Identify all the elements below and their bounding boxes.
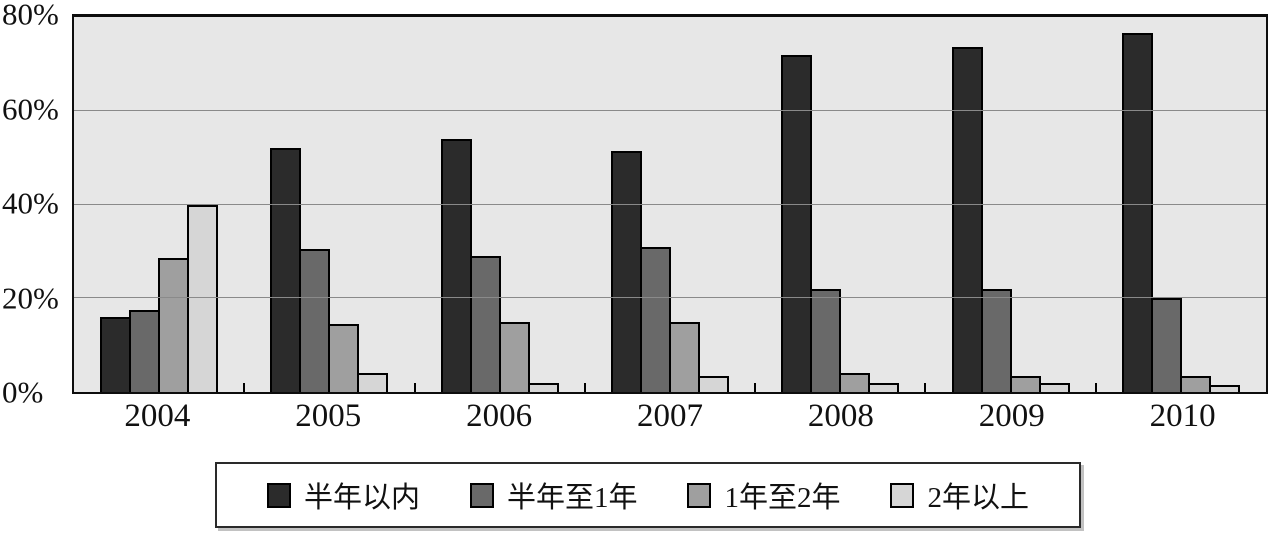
y-tick-label-0: 0%	[2, 374, 44, 410]
bar-半年以内-2010	[1121, 33, 1153, 392]
x-axis-tick	[583, 383, 586, 392]
bar-1年至2年-2009	[1009, 375, 1041, 392]
bar-groups	[74, 17, 1266, 392]
legend-label: 半年至1年	[506, 482, 638, 514]
bar-半年至1年-2005	[299, 249, 331, 392]
bar-group-2005	[244, 17, 414, 392]
plot-area	[72, 14, 1268, 394]
gridline-40	[74, 203, 1266, 205]
bar-1年至2年-2007	[668, 321, 700, 392]
y-tick-label-80: 80%	[2, 0, 59, 32]
bar-半年至1年-2007	[639, 246, 671, 392]
bar-半年以内-2005	[270, 148, 302, 392]
y-tick-label-40: 40%	[2, 185, 59, 221]
bar-2年以上-2009	[1038, 382, 1070, 392]
bar-半年至1年-2006	[469, 256, 501, 392]
bar-group-2010	[1096, 17, 1266, 392]
legend: 半年以内 半年至1年 1年至2年 2年以上	[215, 462, 1081, 528]
x-tick-label-2008: 2008	[807, 398, 874, 434]
bar-2年以上-2010	[1208, 384, 1240, 392]
bar-1年至2年-2005	[328, 324, 360, 392]
gridline-60	[74, 109, 1266, 111]
bar-group-2006	[415, 17, 585, 392]
x-tick-label-2005: 2005	[295, 398, 362, 434]
x-tick-label-2009: 2009	[978, 398, 1045, 434]
bar-半年至1年-2004	[129, 309, 161, 392]
bar-2年以上-2007	[697, 375, 729, 392]
legend-swatch-icon	[266, 482, 291, 508]
bar-半年以内-2007	[610, 150, 642, 392]
bar-半年至1年-2008	[810, 288, 842, 392]
bar-半年至1年-2010	[1150, 298, 1182, 392]
y-tick-label-60: 60%	[2, 91, 59, 126]
bar-group-2009	[925, 17, 1095, 392]
bar-1年至2年-2010	[1179, 375, 1211, 392]
bar-半年以内-2006	[440, 138, 472, 392]
legend-label: 2年以上	[927, 482, 1029, 514]
bar-1年至2年-2006	[498, 321, 530, 392]
bar-group-2007	[585, 17, 755, 392]
legend-entry-1年至2年: 1年至2年	[687, 474, 841, 516]
legend-swatch-icon	[890, 482, 915, 508]
x-tick-label-2010: 2010	[1149, 398, 1216, 434]
bar-2年以上-2008	[868, 382, 900, 392]
legend-swatch-icon	[687, 482, 712, 508]
bar-1年至2年-2004	[158, 258, 190, 392]
legend-entry-半年至1年: 半年至1年	[469, 474, 638, 516]
x-axis-tick	[1094, 383, 1097, 392]
legend-entry-半年以内: 半年以内	[266, 474, 420, 516]
bar-半年以内-2004	[100, 317, 132, 392]
legend-label: 半年以内	[303, 482, 420, 514]
bar-半年以内-2008	[781, 54, 813, 392]
x-axis-tick	[243, 383, 246, 392]
x-axis-tick	[413, 383, 416, 392]
legend-entry-2年以上: 2年以上	[890, 474, 1029, 516]
bar-group-2008	[755, 17, 925, 392]
x-axis-tick	[754, 383, 757, 392]
bar-2年以上-2006	[527, 382, 559, 392]
bar-1年至2年-2008	[839, 373, 871, 392]
bar-半年至1年-2009	[980, 288, 1012, 392]
x-axis: 2004 2005 2006 2007 2008 2009 2010	[72, 398, 1268, 435]
bar-group-2004	[74, 17, 244, 392]
legend-label: 1年至2年	[724, 482, 841, 514]
legend-swatch-icon	[469, 482, 494, 508]
bar-半年以内-2009	[951, 47, 983, 392]
x-tick-label-2004: 2004	[124, 398, 191, 434]
bar-2年以上-2005	[357, 373, 389, 392]
x-tick-label-2006: 2006	[466, 398, 533, 434]
x-axis-tick	[924, 383, 927, 392]
y-tick-label-20: 20%	[2, 280, 59, 315]
bar-2年以上-2004	[187, 204, 219, 392]
gridline-20	[74, 297, 1266, 299]
x-tick-label-2007: 2007	[637, 398, 703, 434]
